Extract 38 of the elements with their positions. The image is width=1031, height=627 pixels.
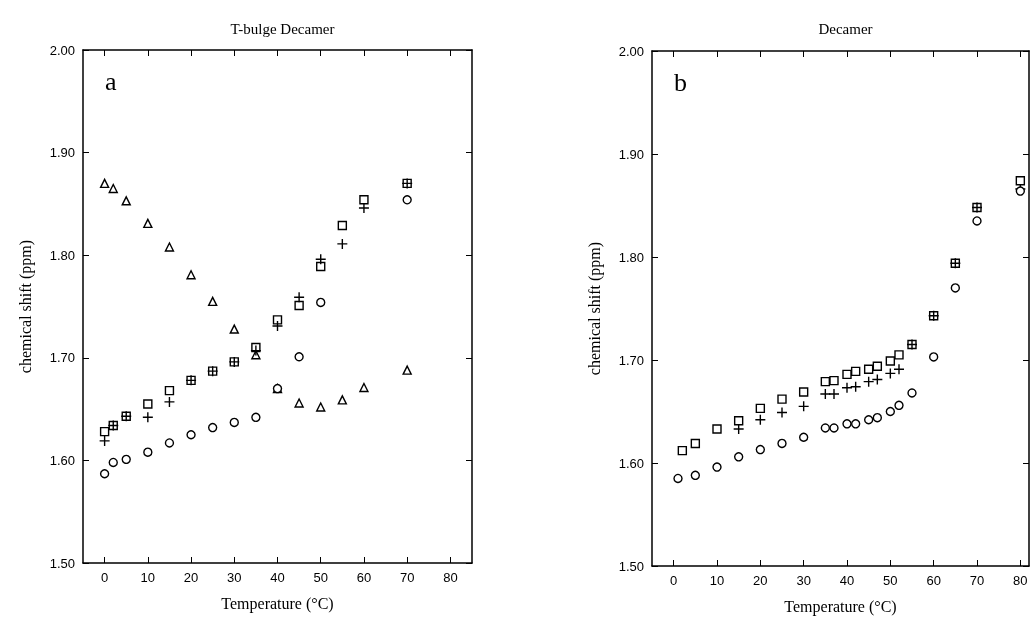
- y-tick-label: 1.90: [49, 145, 75, 161]
- x-tick-label: 70: [399, 570, 415, 585]
- x-tick-label: 30: [227, 570, 242, 585]
- x-tick-label: 40: [839, 573, 855, 588]
- y-tick-label: 1.60: [49, 452, 75, 468]
- annotation: b: [674, 67, 687, 97]
- x-tick-label: 0: [100, 570, 109, 585]
- x-tick-label: 80: [443, 570, 458, 585]
- x-tick-label: 70: [969, 573, 985, 588]
- y-tick-label: 1.60: [618, 455, 644, 471]
- y-tick-label: 2.00: [49, 42, 75, 58]
- x-tick-label: 60: [356, 570, 372, 585]
- y-tick-label: 1.90: [618, 146, 644, 162]
- y-tick-label: 2.00: [618, 43, 644, 59]
- y-tick-label: 1.70: [49, 350, 75, 366]
- x-tick-label: 20: [183, 570, 199, 585]
- y-tick-label: 1.80: [618, 249, 644, 265]
- annotation: a: [105, 66, 117, 96]
- y-axis-title: chemical shift (ppm): [585, 241, 604, 376]
- x-tick-label: 60: [926, 573, 941, 588]
- y-tick-label: 1.70: [618, 352, 644, 368]
- x-tick-label: 40: [270, 570, 285, 585]
- y-tick-label: 1.50: [618, 558, 644, 574]
- x-tick-label: 10: [709, 573, 725, 588]
- x-tick-label: 20: [753, 573, 768, 588]
- x-tick-label: 50: [883, 573, 898, 588]
- x-tick-label: 30: [796, 573, 811, 588]
- chart-title: Decamer: [818, 20, 873, 37]
- x-axis-title: Temperature (°C): [784, 597, 897, 616]
- x-tick-label: 10: [140, 570, 156, 585]
- chart-title: T-bulge Decamer: [230, 20, 335, 37]
- x-tick-label: 80: [1013, 573, 1028, 588]
- y-tick-label: 1.50: [49, 555, 75, 571]
- x-tick-label: 0: [670, 573, 678, 588]
- y-tick-label: 1.80: [49, 247, 75, 263]
- x-axis-title: Temperature (°C): [221, 594, 334, 613]
- y-axis-title: chemical shift (ppm): [16, 239, 35, 374]
- x-tick-label: 50: [313, 570, 328, 585]
